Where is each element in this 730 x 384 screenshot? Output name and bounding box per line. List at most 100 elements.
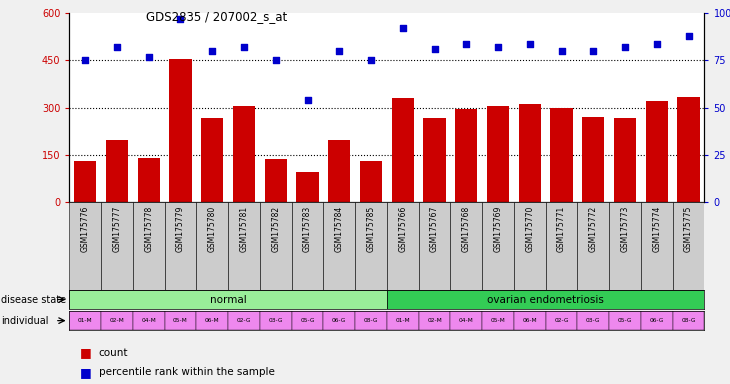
Text: 04-M: 04-M <box>459 318 474 323</box>
Text: GSM175771: GSM175771 <box>557 206 566 252</box>
Text: 02-M: 02-M <box>427 318 442 323</box>
Text: GSM175773: GSM175773 <box>620 206 629 252</box>
Bar <box>106 141 128 202</box>
Bar <box>641 311 672 330</box>
Bar <box>164 311 196 330</box>
Bar <box>609 202 641 290</box>
Point <box>619 44 631 50</box>
Bar <box>169 59 191 202</box>
Text: GSM175775: GSM175775 <box>684 206 693 252</box>
Bar <box>519 104 541 202</box>
Point <box>143 54 155 60</box>
Bar <box>74 161 96 202</box>
Point <box>365 58 377 64</box>
Text: ■: ■ <box>80 346 92 359</box>
Text: 03-G: 03-G <box>586 318 601 323</box>
Text: individual: individual <box>1 316 49 326</box>
Bar <box>228 311 260 330</box>
Point <box>651 40 663 46</box>
Text: 01-M: 01-M <box>78 318 93 323</box>
Point <box>80 58 91 64</box>
Text: GSM175766: GSM175766 <box>399 206 407 252</box>
Bar <box>69 202 101 290</box>
Text: 02-G: 02-G <box>554 318 569 323</box>
Text: 06-M: 06-M <box>523 318 537 323</box>
Point <box>301 97 313 103</box>
Text: 02-M: 02-M <box>110 318 124 323</box>
Text: 08-G: 08-G <box>364 318 378 323</box>
Bar <box>392 98 414 202</box>
Text: GSM175782: GSM175782 <box>272 206 280 252</box>
Text: GSM175770: GSM175770 <box>526 206 534 252</box>
Bar <box>514 311 545 330</box>
Text: 05-M: 05-M <box>491 318 505 323</box>
Bar <box>138 158 160 202</box>
Bar <box>323 202 355 290</box>
Text: GSM175780: GSM175780 <box>208 206 217 252</box>
Bar <box>387 202 419 290</box>
Bar <box>291 311 323 330</box>
Text: 08-G: 08-G <box>681 318 696 323</box>
Bar <box>419 202 450 290</box>
Bar <box>545 202 577 290</box>
Text: GSM175772: GSM175772 <box>589 206 598 252</box>
Bar <box>450 202 482 290</box>
Bar <box>69 311 101 330</box>
Bar <box>387 311 419 330</box>
Point <box>111 44 123 50</box>
Bar <box>260 311 291 330</box>
Bar <box>677 96 699 202</box>
Bar <box>583 117 604 202</box>
Bar <box>265 159 287 202</box>
Bar <box>228 202 260 290</box>
Bar <box>291 202 323 290</box>
Bar <box>69 290 387 309</box>
Bar <box>387 290 704 309</box>
Bar <box>323 311 355 330</box>
Bar <box>164 202 196 290</box>
Point <box>270 58 282 64</box>
Bar <box>577 311 609 330</box>
Bar <box>328 141 350 202</box>
Point <box>556 48 567 54</box>
Point <box>429 46 440 52</box>
Bar <box>133 311 164 330</box>
Text: normal: normal <box>210 295 247 305</box>
Text: ovarian endometriosis: ovarian endometriosis <box>487 295 604 305</box>
Point <box>588 48 599 54</box>
Bar <box>201 119 223 202</box>
Text: GSM175778: GSM175778 <box>145 206 153 252</box>
Bar <box>672 202 704 290</box>
Bar <box>641 202 672 290</box>
Text: 06-G: 06-G <box>332 318 347 323</box>
Point <box>461 40 472 46</box>
Bar <box>672 311 704 330</box>
Text: GSM175781: GSM175781 <box>239 206 248 252</box>
Point <box>397 25 409 31</box>
Text: GSM175768: GSM175768 <box>462 206 471 252</box>
Text: GSM175779: GSM175779 <box>176 206 185 252</box>
Text: ■: ■ <box>80 366 92 379</box>
Bar <box>355 202 387 290</box>
Text: 03-G: 03-G <box>269 318 283 323</box>
Text: GSM175769: GSM175769 <box>493 206 502 252</box>
Text: GSM175784: GSM175784 <box>335 206 344 252</box>
Bar <box>550 108 572 202</box>
Bar <box>614 119 636 202</box>
Bar <box>487 106 509 202</box>
Text: GSM175774: GSM175774 <box>653 206 661 252</box>
Text: 06-M: 06-M <box>205 318 220 323</box>
Bar <box>423 119 445 202</box>
Point <box>492 44 504 50</box>
Bar <box>545 311 577 330</box>
Bar <box>646 101 668 202</box>
Bar <box>609 311 641 330</box>
Text: GSM175785: GSM175785 <box>366 206 375 252</box>
Bar <box>260 202 291 290</box>
Text: count: count <box>99 348 128 358</box>
Bar <box>482 311 514 330</box>
Text: 02-G: 02-G <box>237 318 251 323</box>
Bar <box>577 202 609 290</box>
Text: GDS2835 / 207002_s_at: GDS2835 / 207002_s_at <box>146 10 287 23</box>
Bar <box>101 202 133 290</box>
